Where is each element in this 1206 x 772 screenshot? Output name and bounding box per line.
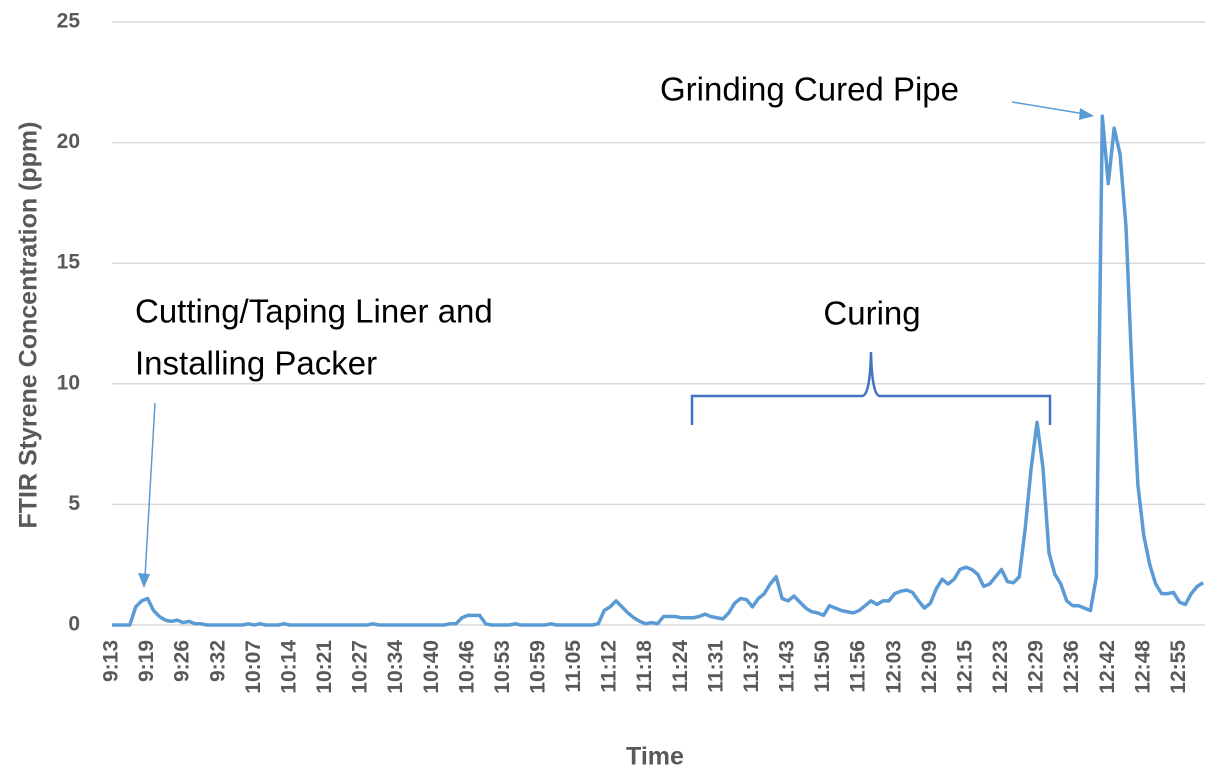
x-tick-label: 10:27 (349, 640, 372, 694)
annotation: Installing Packer (135, 345, 377, 382)
x-tick-label: 10:40 (420, 640, 443, 694)
y-tick-label: 25 (57, 10, 81, 33)
annotation: Cutting/Taping Liner and (135, 293, 493, 330)
x-tick-label: 11:18 (633, 640, 656, 693)
x-tick-label: 10:59 (527, 640, 550, 694)
x-tick-label: 11:37 (740, 640, 763, 693)
x-tick-label: 11:56 (847, 640, 870, 693)
y-tick-label: 20 (57, 130, 80, 153)
marks (112, 114, 1205, 627)
annotation: Curing (823, 295, 920, 332)
x-tick-label: 11:43 (776, 640, 799, 693)
x-tick-label: 11:50 (811, 640, 834, 693)
x-axis-title: Time (626, 743, 684, 771)
x-tick-label: 12:42 (1096, 640, 1119, 694)
x-tick-label: 10:46 (455, 640, 478, 694)
x-tick-label: 11:12 (598, 640, 621, 693)
x-tick-label: 12:36 (1060, 640, 1083, 694)
x-tick-label: 10:34 (384, 640, 407, 694)
annotation: Grinding Cured Pipe (660, 71, 959, 108)
y-axis-title: FTIR Styrene Concentration (ppm) (15, 122, 43, 529)
curing-brace (690, 351, 1052, 425)
x-tick-label: 12:48 (1131, 640, 1154, 694)
arrow-line (144, 402, 156, 578)
x-tick-label: 10:07 (242, 640, 265, 694)
arrow-head (138, 573, 150, 588)
arrow-line (1011, 101, 1086, 115)
x-tick-label: 10:14 (277, 640, 300, 694)
x-tick-label: 9:26 (171, 640, 194, 682)
y-tick-label: 5 (68, 492, 80, 515)
x-tick-label: 12:15 (953, 640, 976, 694)
x-tick-label: 12:55 (1167, 640, 1190, 694)
x-tick-label: 10:53 (491, 640, 514, 694)
x-tick-label: 12:09 (918, 640, 941, 694)
x-tick-label: 11:05 (562, 640, 585, 693)
x-tick-label: 11:24 (669, 640, 692, 693)
x-tick-label: 11:31 (704, 640, 727, 693)
x-tick-label: 9:13 (100, 640, 123, 682)
y-tick-label: 10 (57, 371, 80, 394)
x-tick-label: 12:03 (882, 640, 905, 694)
annotation-arrows (138, 101, 1094, 588)
x-tick-label: 12:23 (989, 640, 1012, 694)
x-tick-label: 9:32 (206, 640, 229, 682)
x-tick-label: 10:21 (313, 640, 336, 694)
x-tick-label: 9:19 (135, 640, 158, 682)
x-tick-label: 12:29 (1025, 640, 1048, 694)
data-line (112, 114, 1205, 627)
y-tick-label: 15 (57, 251, 81, 274)
grid (112, 21, 1205, 626)
y-tick-label: 0 (68, 613, 80, 636)
arrow-head (1079, 108, 1094, 120)
